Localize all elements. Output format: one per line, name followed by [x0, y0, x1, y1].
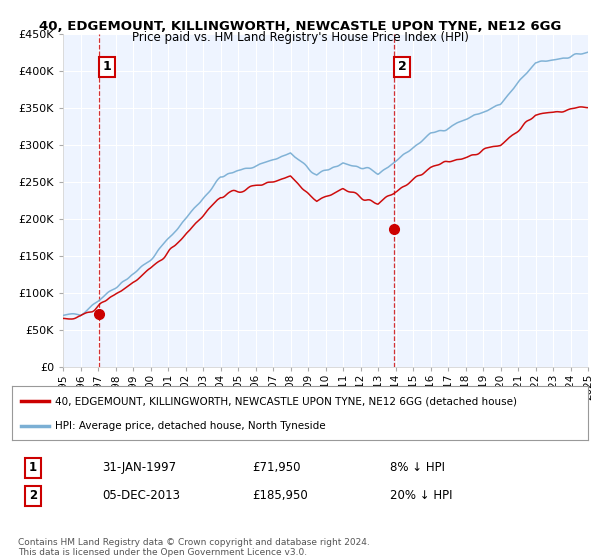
Text: £71,950: £71,950 — [252, 461, 301, 474]
Text: £185,950: £185,950 — [252, 489, 308, 502]
Text: 1: 1 — [29, 461, 37, 474]
Text: 31-JAN-1997: 31-JAN-1997 — [102, 461, 176, 474]
Text: 40, EDGEMOUNT, KILLINGWORTH, NEWCASTLE UPON TYNE, NE12 6GG (detached house): 40, EDGEMOUNT, KILLINGWORTH, NEWCASTLE U… — [55, 396, 517, 407]
Text: 20% ↓ HPI: 20% ↓ HPI — [390, 489, 452, 502]
Text: 2: 2 — [398, 60, 406, 73]
Text: HPI: Average price, detached house, North Tyneside: HPI: Average price, detached house, Nort… — [55, 421, 326, 431]
Text: Contains HM Land Registry data © Crown copyright and database right 2024.
This d: Contains HM Land Registry data © Crown c… — [18, 538, 370, 557]
Text: 8% ↓ HPI: 8% ↓ HPI — [390, 461, 445, 474]
Text: 1: 1 — [103, 60, 112, 73]
Text: Price paid vs. HM Land Registry's House Price Index (HPI): Price paid vs. HM Land Registry's House … — [131, 31, 469, 44]
Text: 05-DEC-2013: 05-DEC-2013 — [102, 489, 180, 502]
Text: 2: 2 — [29, 489, 37, 502]
Text: 40, EDGEMOUNT, KILLINGWORTH, NEWCASTLE UPON TYNE, NE12 6GG: 40, EDGEMOUNT, KILLINGWORTH, NEWCASTLE U… — [39, 20, 561, 32]
